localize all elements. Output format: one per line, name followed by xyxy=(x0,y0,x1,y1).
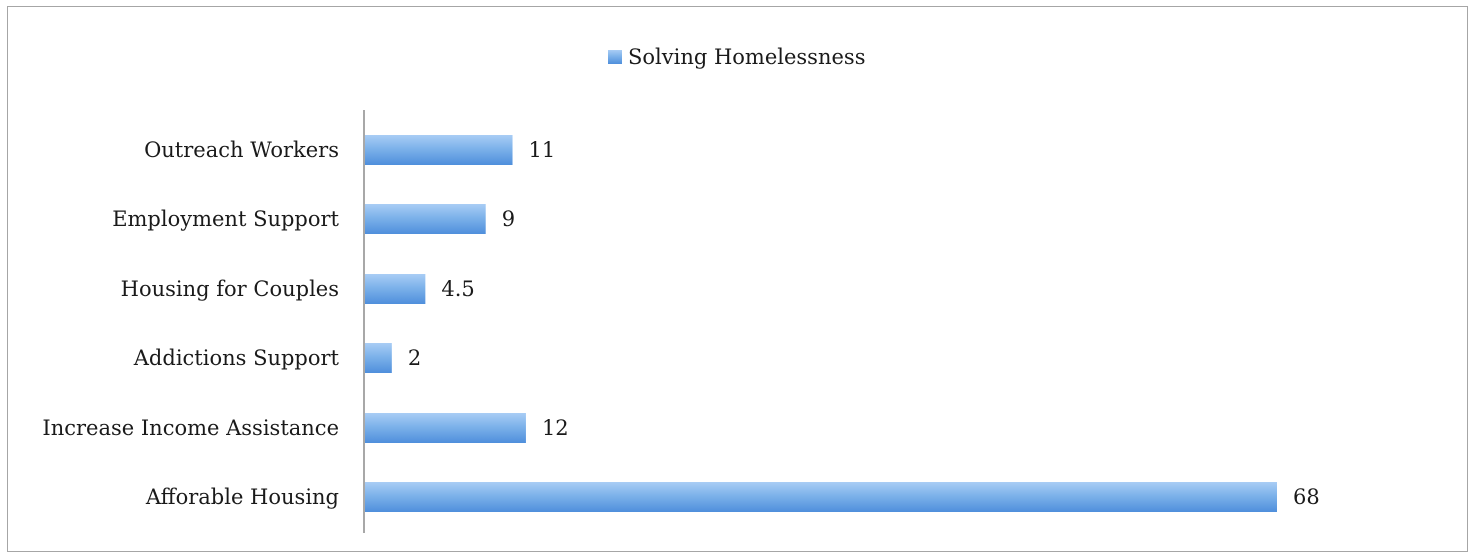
bar-4 xyxy=(365,413,526,443)
category-label-4: Increase Income Assistance xyxy=(42,416,339,440)
value-labels-group: 11 9 4.5 2 12 68 xyxy=(408,138,1320,509)
bar-2 xyxy=(365,274,426,304)
category-label-2: Housing for Couples xyxy=(121,277,339,301)
value-label-0: 11 xyxy=(529,138,556,162)
category-label-3: Addictions Support xyxy=(133,346,340,370)
value-label-5: 68 xyxy=(1293,485,1320,509)
legend-label: Solving Homelessness xyxy=(628,45,865,69)
value-label-4: 12 xyxy=(542,416,569,440)
value-label-1: 9 xyxy=(502,207,515,231)
bars-group xyxy=(365,135,1277,512)
category-labels-group: Outreach Workers Employment Support Housin… xyxy=(42,138,339,509)
bar-1 xyxy=(365,204,486,234)
bar-0 xyxy=(365,135,513,165)
bar-3 xyxy=(365,343,392,373)
category-label-1: Employment Support xyxy=(112,207,339,231)
category-label-5: Afforable Housing xyxy=(145,485,339,509)
chart-frame xyxy=(7,6,1468,552)
legend-swatch xyxy=(608,50,622,64)
category-label-0: Outreach Workers xyxy=(144,138,339,162)
bar-5 xyxy=(365,482,1277,512)
legend: Solving Homelessness xyxy=(608,45,865,69)
value-label-2: 4.5 xyxy=(441,277,474,301)
value-label-3: 2 xyxy=(408,346,421,370)
